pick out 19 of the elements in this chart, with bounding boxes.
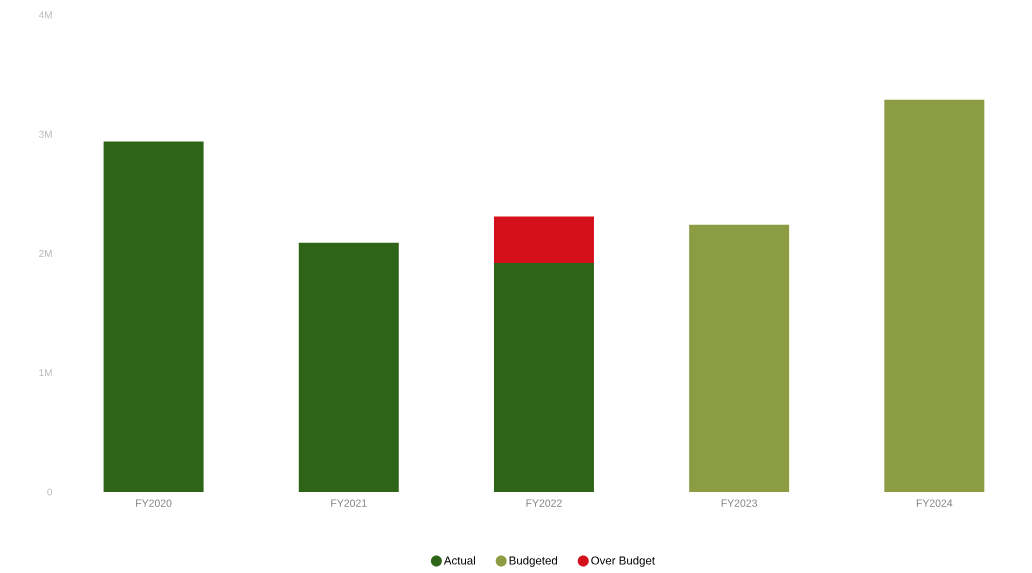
bar bbox=[493, 216, 594, 264]
y-tick-label: 4M bbox=[38, 11, 52, 19]
y-tick-label: 3M bbox=[39, 130, 52, 138]
y-tick-label: 2M bbox=[39, 250, 52, 257]
bar bbox=[689, 224, 790, 492]
bar bbox=[884, 99, 985, 492]
legend-label: Over Budget bbox=[591, 556, 655, 567]
legend-label: Budgeted bbox=[509, 556, 557, 567]
y-tick-label: 1M bbox=[39, 369, 52, 377]
x-tick-label: FY2022 bbox=[526, 499, 562, 507]
bar bbox=[298, 242, 399, 492]
x-tick-label: FY2023 bbox=[721, 499, 757, 507]
x-tick-label: FY2020 bbox=[136, 499, 172, 507]
x-tick-label: FY2024 bbox=[916, 499, 953, 507]
x-tick-label: FY2021 bbox=[331, 499, 367, 507]
legend-label: Actual bbox=[443, 556, 475, 565]
bar bbox=[103, 141, 204, 492]
bar bbox=[493, 263, 594, 492]
y-tick-label: 0 bbox=[47, 488, 53, 496]
